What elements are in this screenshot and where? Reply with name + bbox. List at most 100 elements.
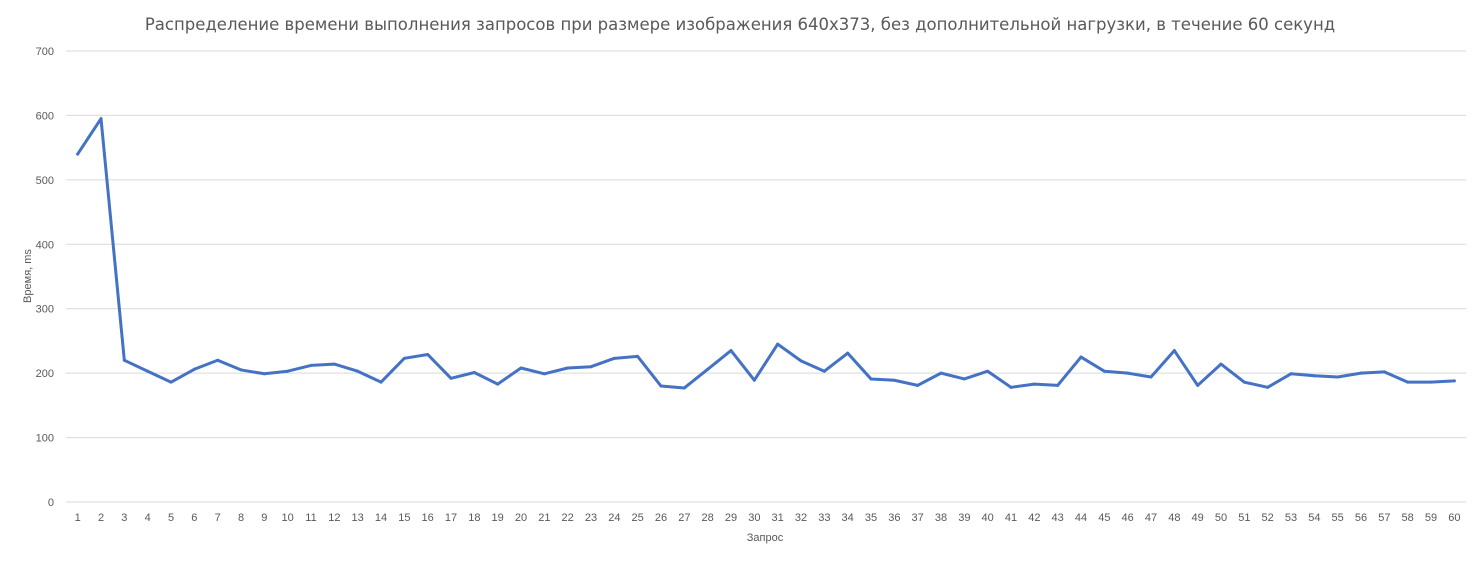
data-point (286, 369, 290, 373)
data-point (1032, 382, 1036, 386)
y-tick-label: 100 (36, 433, 54, 445)
data-point (1242, 380, 1246, 384)
x-tick-label: 4 (145, 512, 151, 524)
data-point (169, 380, 173, 384)
x-tick-label: 44 (1075, 512, 1087, 524)
x-tick-label: 32 (795, 512, 807, 524)
data-point (1149, 375, 1153, 379)
x-tick-label: 1 (75, 512, 81, 524)
x-tick-label: 10 (282, 512, 294, 524)
x-tick-label: 12 (328, 512, 340, 524)
x-tick-label: 46 (1122, 512, 1134, 524)
x-tick-label: 3 (121, 512, 127, 524)
x-tick-label: 15 (398, 512, 410, 524)
data-point (1266, 385, 1270, 389)
data-point (1429, 380, 1433, 384)
data-point (566, 366, 570, 370)
data-point (1289, 372, 1293, 376)
x-tick-label: 29 (725, 512, 737, 524)
x-tick-label: 34 (842, 512, 854, 524)
x-tick-label: 11 (305, 512, 316, 524)
data-point (519, 366, 523, 370)
x-axis-ticks: 1 2 3 4 5 6 7 8 9 10 11 12 13 14 15 16 17 18 19 20 21 22 23 24 2… (75, 512, 1461, 524)
x-tick-label: 14 (375, 512, 387, 524)
y-tick-label: 300 (36, 304, 54, 316)
data-point (122, 358, 126, 362)
y-tick-label: 600 (36, 110, 54, 122)
data-point (1009, 385, 1013, 389)
x-tick-label: 47 (1145, 512, 1157, 524)
data-point (99, 117, 103, 121)
y-tick-label: 700 (36, 46, 54, 58)
x-tick-label: 58 (1402, 512, 1414, 524)
data-point (356, 369, 360, 373)
data-point (1336, 375, 1340, 379)
data-point (892, 378, 896, 382)
data-point (379, 380, 383, 384)
x-tick-label: 24 (608, 512, 620, 524)
x-tick-label: 45 (1098, 512, 1110, 524)
data-point (76, 152, 80, 156)
x-tick-label: 59 (1425, 512, 1437, 524)
data-point (449, 376, 453, 380)
chart-title: Распределение времени выполнения запросо… (145, 15, 1335, 34)
x-tick-label: 7 (215, 512, 221, 524)
y-tick-label: 400 (36, 239, 54, 251)
x-tick-label: 25 (632, 512, 644, 524)
data-point (776, 342, 780, 346)
x-tick-label: 53 (1285, 512, 1297, 524)
x-tick-label: 20 (515, 512, 527, 524)
data-point (472, 371, 476, 374)
data-point (192, 367, 196, 371)
data-point (636, 354, 640, 358)
x-tick-label: 27 (678, 512, 690, 524)
data-point (1359, 371, 1363, 375)
x-tick-label: 16 (422, 512, 434, 524)
y-axis-ticks: 0 100 200 300 400 500 600 700 (36, 46, 54, 509)
data-point (1079, 355, 1083, 359)
x-tick-label: 39 (958, 512, 970, 524)
x-tick-label: 57 (1378, 512, 1390, 524)
y-tick-label: 0 (48, 497, 54, 509)
data-point (332, 362, 336, 366)
x-tick-label: 50 (1215, 512, 1227, 524)
x-tick-label: 9 (261, 512, 267, 524)
x-tick-label: 21 (538, 512, 550, 524)
x-tick-label: 17 (445, 512, 457, 524)
x-tick-label: 51 (1238, 512, 1250, 524)
data-point (262, 372, 266, 376)
data-point (1219, 362, 1223, 366)
x-tick-label: 26 (655, 512, 667, 524)
x-tick-label: 31 (772, 512, 784, 524)
data-point (869, 377, 873, 381)
data-point (1056, 383, 1060, 387)
x-tick-label: 41 (1005, 512, 1017, 524)
data-point (1382, 370, 1386, 374)
x-tick-label: 55 (1332, 512, 1344, 524)
data-point (146, 369, 150, 373)
series-line-0 (76, 117, 1456, 390)
x-tick-label: 30 (748, 512, 760, 524)
data-point (962, 377, 966, 381)
x-tick-label: 60 (1448, 512, 1460, 524)
data-point (1102, 369, 1106, 373)
y-tick-label: 500 (36, 175, 54, 187)
data-point (426, 352, 430, 356)
data-point (1126, 371, 1130, 375)
x-tick-label: 43 (1052, 512, 1064, 524)
x-tick-label: 56 (1355, 512, 1367, 524)
data-point (706, 367, 710, 371)
x-tick-label: 40 (982, 512, 994, 524)
data-point (682, 386, 686, 390)
x-tick-label: 36 (888, 512, 900, 524)
x-tick-label: 2 (98, 512, 104, 524)
x-tick-label: 23 (585, 512, 597, 524)
x-tick-label: 48 (1168, 512, 1180, 524)
data-point (542, 372, 546, 376)
data-point (1406, 380, 1410, 384)
x-tick-label: 33 (818, 512, 830, 524)
x-tick-label: 6 (191, 512, 197, 524)
data-point (1196, 383, 1200, 387)
